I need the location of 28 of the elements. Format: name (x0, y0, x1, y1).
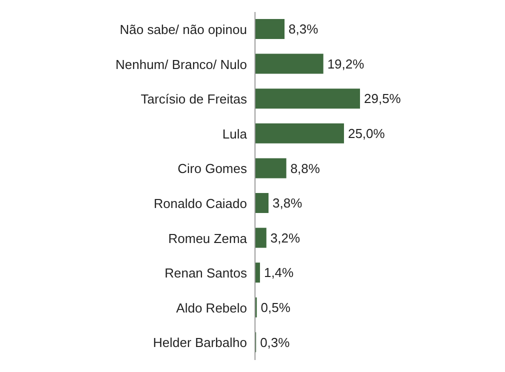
bar (255, 88, 360, 109)
data-label: 29,5% (364, 91, 402, 106)
data-label: 3,2% (270, 230, 300, 246)
bar (255, 158, 286, 178)
data-label: 8,3% (288, 22, 319, 37)
y-tick-label: Romeu Zema (168, 230, 248, 246)
bar (255, 193, 269, 213)
y-tick-label: Tarcísio de Freitas (140, 92, 248, 107)
y-tick-label: Aldo Rebelo (176, 300, 247, 316)
bar (255, 54, 324, 74)
data-label: 1,4% (264, 265, 294, 280)
y-tick-label: Não sabe/ não opinou (120, 22, 247, 38)
data-label: 0,3% (260, 334, 290, 350)
y-tick-label: Ronaldo Caiado (154, 196, 247, 212)
data-label: 8,8% (290, 160, 320, 176)
y-tick-label: Lula (222, 126, 248, 142)
data-label: 19,2% (327, 56, 365, 72)
y-tick-label: Renan Santos (164, 266, 248, 281)
bar (255, 228, 266, 248)
data-label: 3,8% (272, 196, 303, 211)
bar (255, 19, 285, 39)
y-tick-label: Ciro Gomes (178, 161, 248, 176)
data-label: 25,0% (348, 126, 386, 142)
y-tick-label: Nenhum/ Branco/ Nulo (115, 56, 247, 72)
data-label: 0,5% (260, 300, 291, 316)
y-tick-label: Helder Barbalho (153, 335, 247, 350)
bar (255, 123, 344, 144)
bar (255, 262, 260, 283)
